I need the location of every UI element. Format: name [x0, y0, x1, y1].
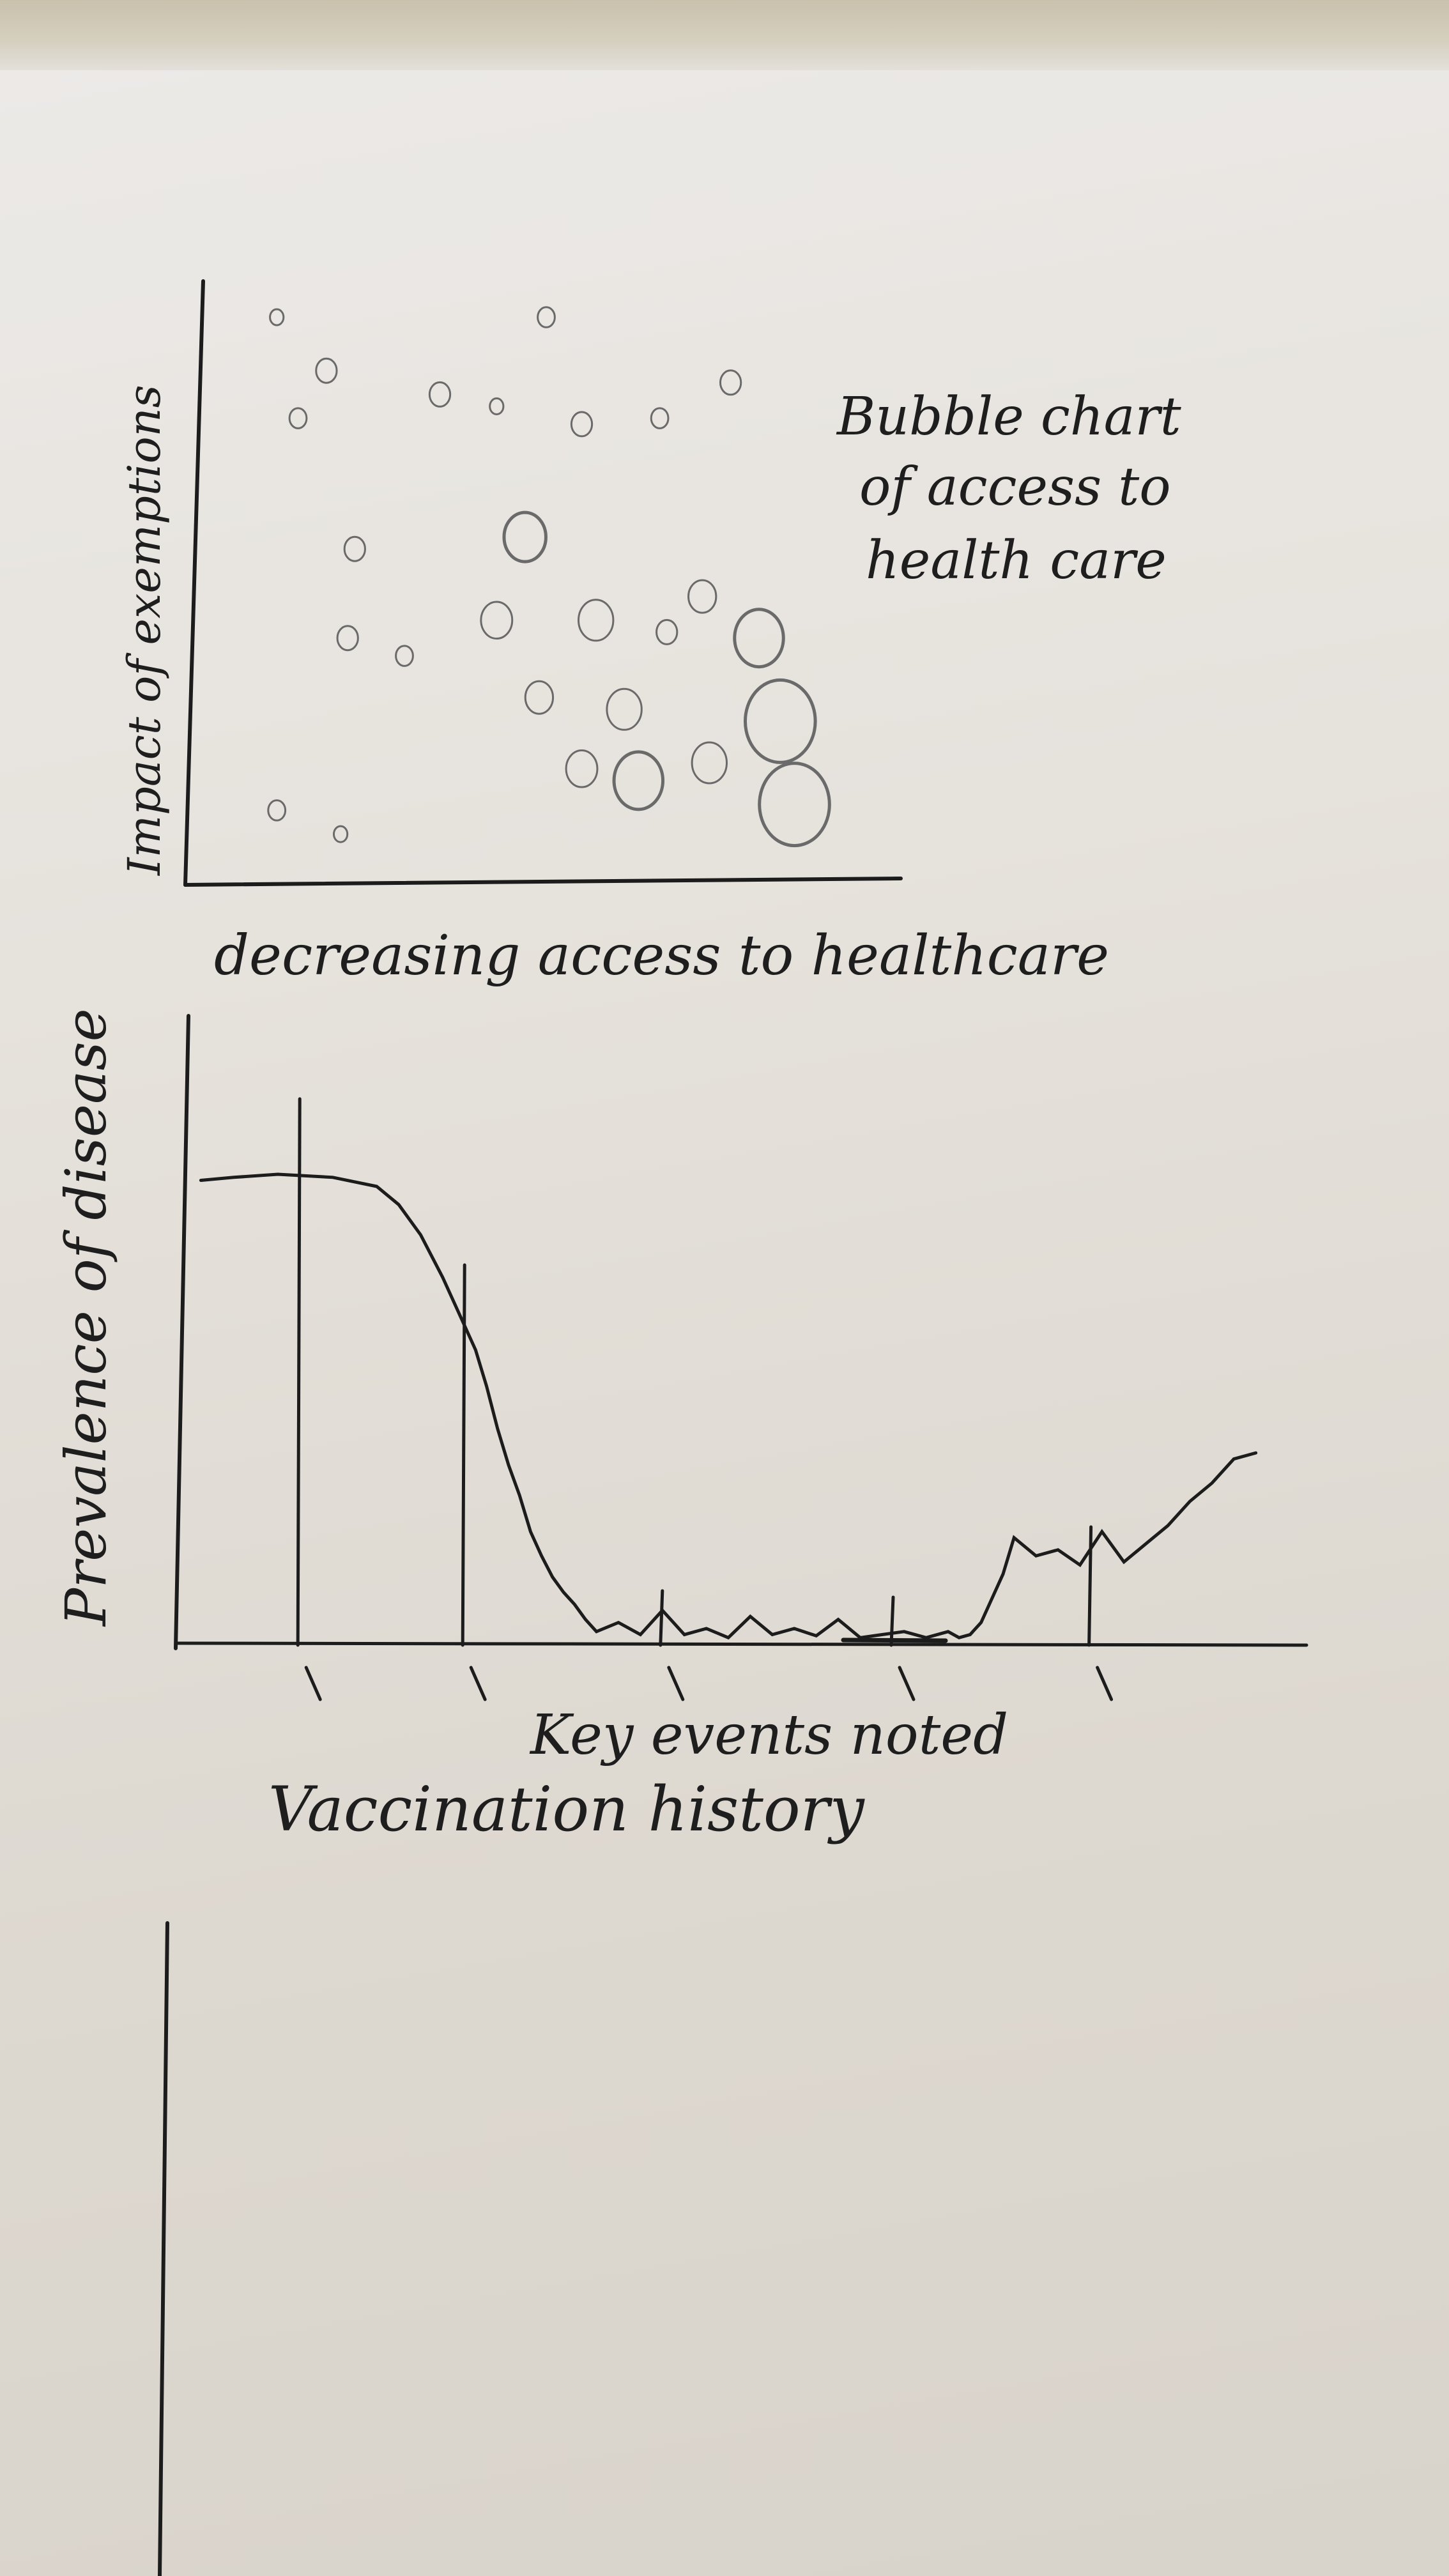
bubble-title-line-1: Bubble chart [836, 387, 1182, 447]
bubble-point [656, 618, 678, 645]
bubble-points [267, 306, 831, 848]
line-y-label: Prevalence of disease [53, 1008, 119, 1627]
bubble-point [502, 510, 548, 564]
key-event-line [296, 1097, 302, 1647]
key-event-tick [667, 1666, 685, 1701]
bubble-x-label: decreasing access to healthcare [214, 924, 1109, 988]
key-event-line [659, 1589, 664, 1647]
bubble-point [578, 599, 615, 642]
bubble-point [269, 308, 285, 326]
bubble-point [315, 357, 338, 384]
key-event-tick [304, 1666, 322, 1701]
third-chart-y-axis [158, 1921, 169, 2576]
bubble-point [537, 306, 556, 328]
key-event-markers [296, 1097, 1114, 1701]
bubble-point [733, 608, 785, 669]
key-events-annotation: Key events noted [529, 1703, 1008, 1767]
bubble-point [480, 601, 514, 640]
key-event-tick [898, 1666, 916, 1701]
bubble-point [395, 645, 414, 667]
bubble-point [606, 687, 643, 731]
prevalence-series-line [199, 1172, 1258, 1640]
bubble-point [570, 411, 594, 438]
bubble-point [267, 799, 287, 822]
bubble-point [524, 680, 555, 715]
bubble-point [650, 407, 670, 429]
bubble-title-line-2: of access to [859, 457, 1171, 518]
key-event-line [1087, 1525, 1093, 1647]
bubble-point [719, 369, 742, 396]
line-chart: Prevalence of disease Key events noted V… [53, 1008, 1308, 1845]
bubble-point [336, 625, 359, 652]
bubble-y-label: Impact of exemptions [118, 385, 171, 877]
key-event-line [889, 1595, 895, 1647]
bubble-point [288, 407, 308, 429]
key-event-tick [1096, 1666, 1114, 1701]
line-axis-overdraw [841, 1637, 948, 1643]
bubble-point [343, 535, 366, 562]
bubble-x-axis [183, 877, 903, 887]
bubble-title-line-3: health care [866, 530, 1167, 591]
key-event-line [461, 1263, 466, 1647]
bubble-point [758, 762, 831, 848]
bubble-point [687, 579, 717, 614]
line-x-axis [174, 1641, 1308, 1647]
bubble-point [332, 825, 349, 843]
line-y-axis [174, 1014, 190, 1650]
bubble-point [428, 381, 452, 408]
paper-top-edge [0, 0, 1449, 70]
bubble-point [743, 678, 817, 764]
line-x-label: Vaccination history [268, 1774, 866, 1845]
bubble-point [489, 397, 505, 415]
bubble-point [612, 750, 665, 811]
bubble-point [691, 741, 728, 785]
bubble-y-axis [183, 279, 205, 887]
key-event-tick [469, 1666, 487, 1701]
bubble-chart: Bubble chart of access to health care Im… [118, 279, 1182, 988]
bubble-point [565, 749, 599, 788]
